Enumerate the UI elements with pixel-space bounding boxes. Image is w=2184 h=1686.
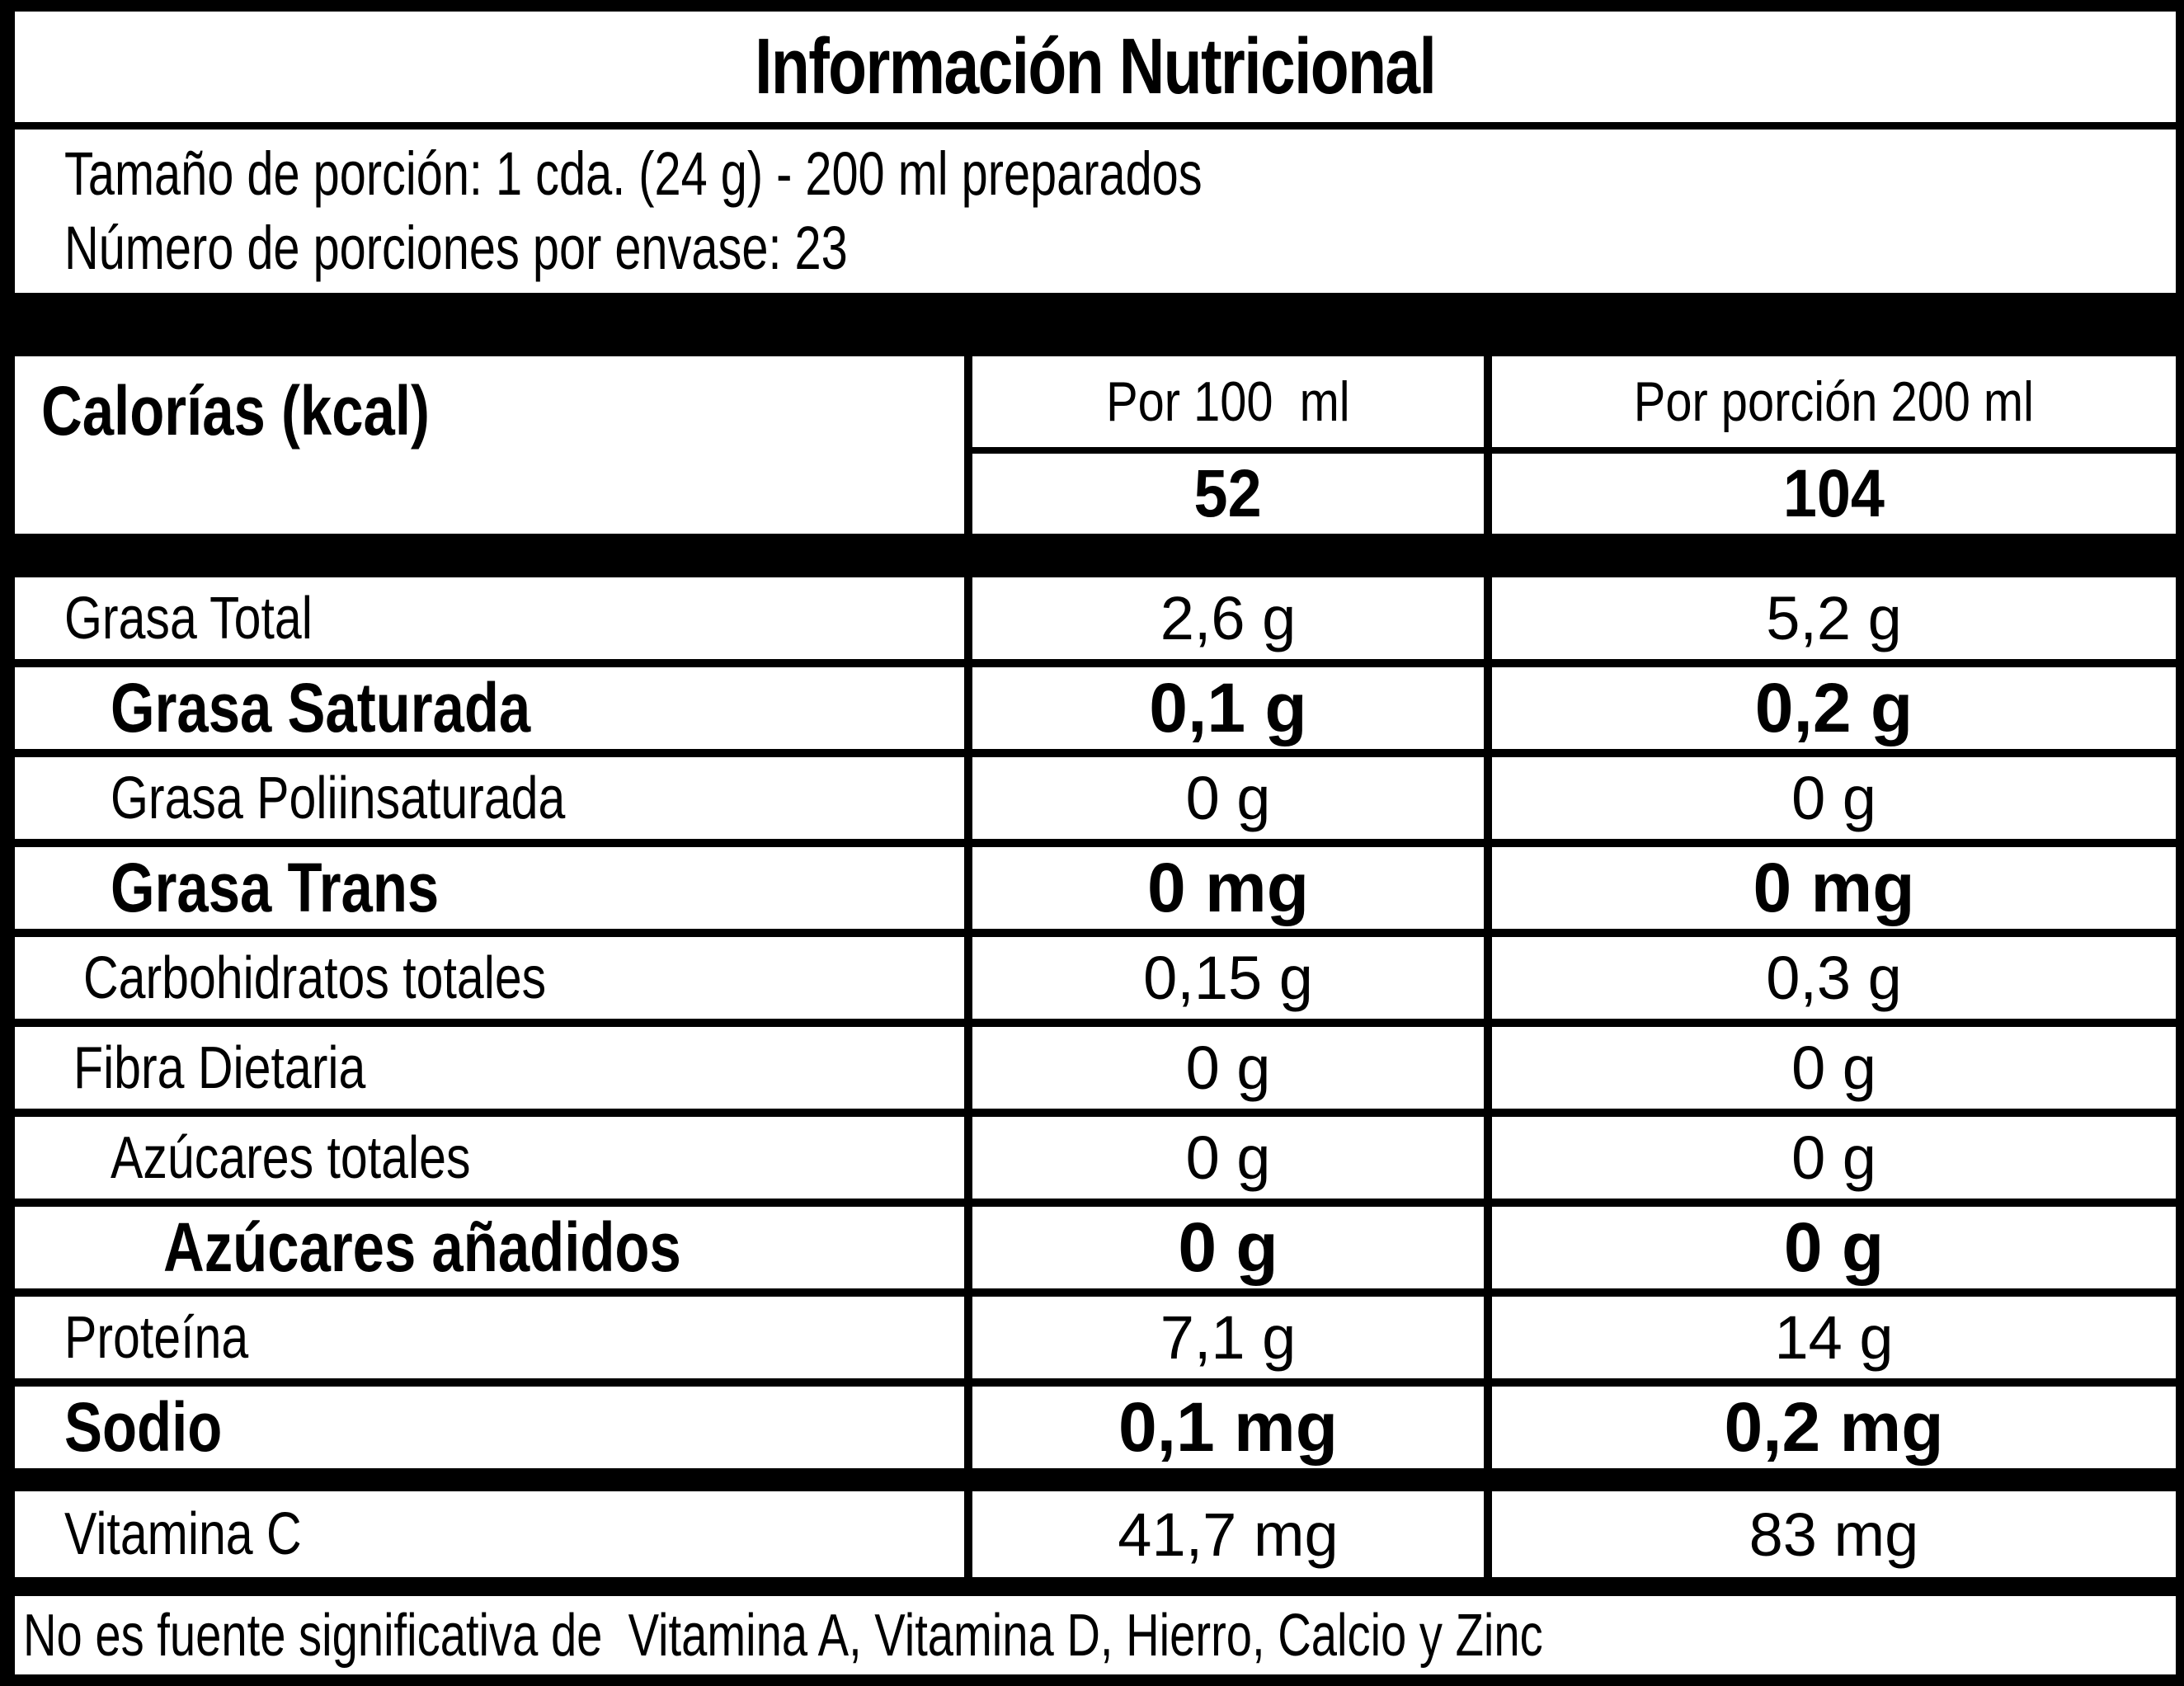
nutrient-value-per200: 0 g [1791,1034,1876,1102]
nutrient-value-per100: 0 g [1185,1123,1271,1192]
nutrient-row-azucares-totales: Azúcares totales 0 g 0 g [15,1117,2176,1199]
title-row: Información Nutricional [15,12,2176,122]
nutrient-label: Azúcares totales [111,1124,471,1191]
nutrient-row-grasa-total: Grasa Total 2,6 g 5,2 g [15,577,2176,659]
nutrient-label: Grasa Poliinsaturada [111,765,566,831]
footer-note-row: No es fuente significativa de Vitamina A… [15,1596,2176,1674]
calories-per-portion-cell: 104 [1492,454,2176,534]
nutrient-label: Fibra Dietaria [73,1034,366,1101]
nutrient-label: Grasa Saturada [111,669,531,746]
column-header-per-portion: Por porción 200 ml [1492,356,2176,447]
nutrient-row-carbohidratos: Carbohidratos totales 0,15 g 0,3 g [15,937,2176,1019]
nutrient-value-per200: 83 mg [1749,1500,1919,1569]
nutrient-value-per100: 7,1 g [1160,1303,1297,1372]
nutrient-value-per100: 0 g [1185,1034,1271,1102]
nutrient-value-per100: 0,15 g [1143,944,1313,1012]
nutrient-value-per200: 0 mg [1753,849,1915,926]
nutrient-value-per200: 5,2 g [1766,584,1902,652]
servings-per-container-line: Número de porciones por envase: 23 [64,214,848,283]
nutrient-value-per200: 0,2 g [1754,669,1913,746]
nutrient-value-per200: 0,3 g [1766,944,1902,1012]
nutrient-value-per100: 41,7 mg [1118,1500,1339,1569]
nutrient-value-per200: 0 g [1783,1208,1885,1286]
nutrient-value-per100: 0 mg [1146,849,1310,926]
nutrient-row-grasa-trans: Grasa Trans 0 mg 0 mg [15,847,2176,929]
nutrient-label: Sodio [64,1388,223,1466]
nutrient-row-fibra: Fibra Dietaria 0 g 0 g [15,1027,2176,1109]
nutrient-label: Vitamina C [64,1501,302,1567]
nutrient-value-per100: 0,1 g [1149,669,1307,746]
nutrient-value-per100: 0 g [1178,1208,1278,1286]
nutrient-row-grasa-poliinsaturada: Grasa Poliinsaturada 0 g 0 g [15,757,2176,839]
nutrient-label: Azúcares añadidos [163,1208,681,1286]
column-header-per-portion-text: Por porción 200 ml [1633,370,2035,433]
nutrient-value-per200: 0 g [1791,764,1876,832]
vitamin-row-vitamina-c: Vitamina C 41,7 mg 83 mg [15,1491,2176,1577]
nutrient-row-sodio: Sodio 0,1 mg 0,2 mg [15,1387,2176,1468]
calories-label: Calorías (kcal) [41,372,430,450]
serving-size-line: Tamaño de porción: 1 cda. (24 g) - 200 m… [64,139,1203,208]
serving-info-block: Tamaño de porción: 1 cda. (24 g) - 200 m… [15,130,2176,293]
calories-section: Calorías (kcal) Por 100 ml Por porción 2… [15,356,2176,534]
nutrient-row-proteina: Proteína 7,1 g 14 g [15,1297,2176,1378]
nutrient-row-grasa-saturada: Grasa Saturada 0,1 g 0,2 g [15,667,2176,749]
column-header-per-100ml-text: Por 100 ml [1106,370,1350,433]
nutrient-label: Proteína [64,1304,249,1371]
nutrient-value-per100: 0 g [1185,764,1271,832]
calories-per-portion-value: 104 [1782,455,1885,531]
nutrient-label: Grasa Trans [111,849,440,926]
column-header-per-100ml: Por 100 ml [972,356,1484,447]
nutrient-label: Grasa Total [64,585,313,652]
footer-note: No es fuente significativa de Vitamina A… [23,1602,1543,1669]
calories-label-cell: Calorías (kcal) [15,356,964,534]
nutrient-value-per200: 0 g [1791,1123,1876,1192]
calories-per-100ml-cell: 52 [972,454,1484,534]
nutrient-value-per100: 0,1 mg [1118,1388,1339,1466]
nutrient-value-per100: 2,6 g [1160,584,1297,652]
calories-per-100ml-value: 52 [1193,455,1263,531]
nutrient-label: Carbohidratos totales [83,944,547,1011]
nutrient-value-per200: 14 g [1774,1303,1894,1372]
nutrient-value-per200: 0,2 mg [1724,1388,1944,1466]
nutrient-row-azucares-anadidos: Azúcares añadidos 0 g 0 g [15,1207,2176,1288]
label-title: Información Nutricional [755,22,1437,111]
